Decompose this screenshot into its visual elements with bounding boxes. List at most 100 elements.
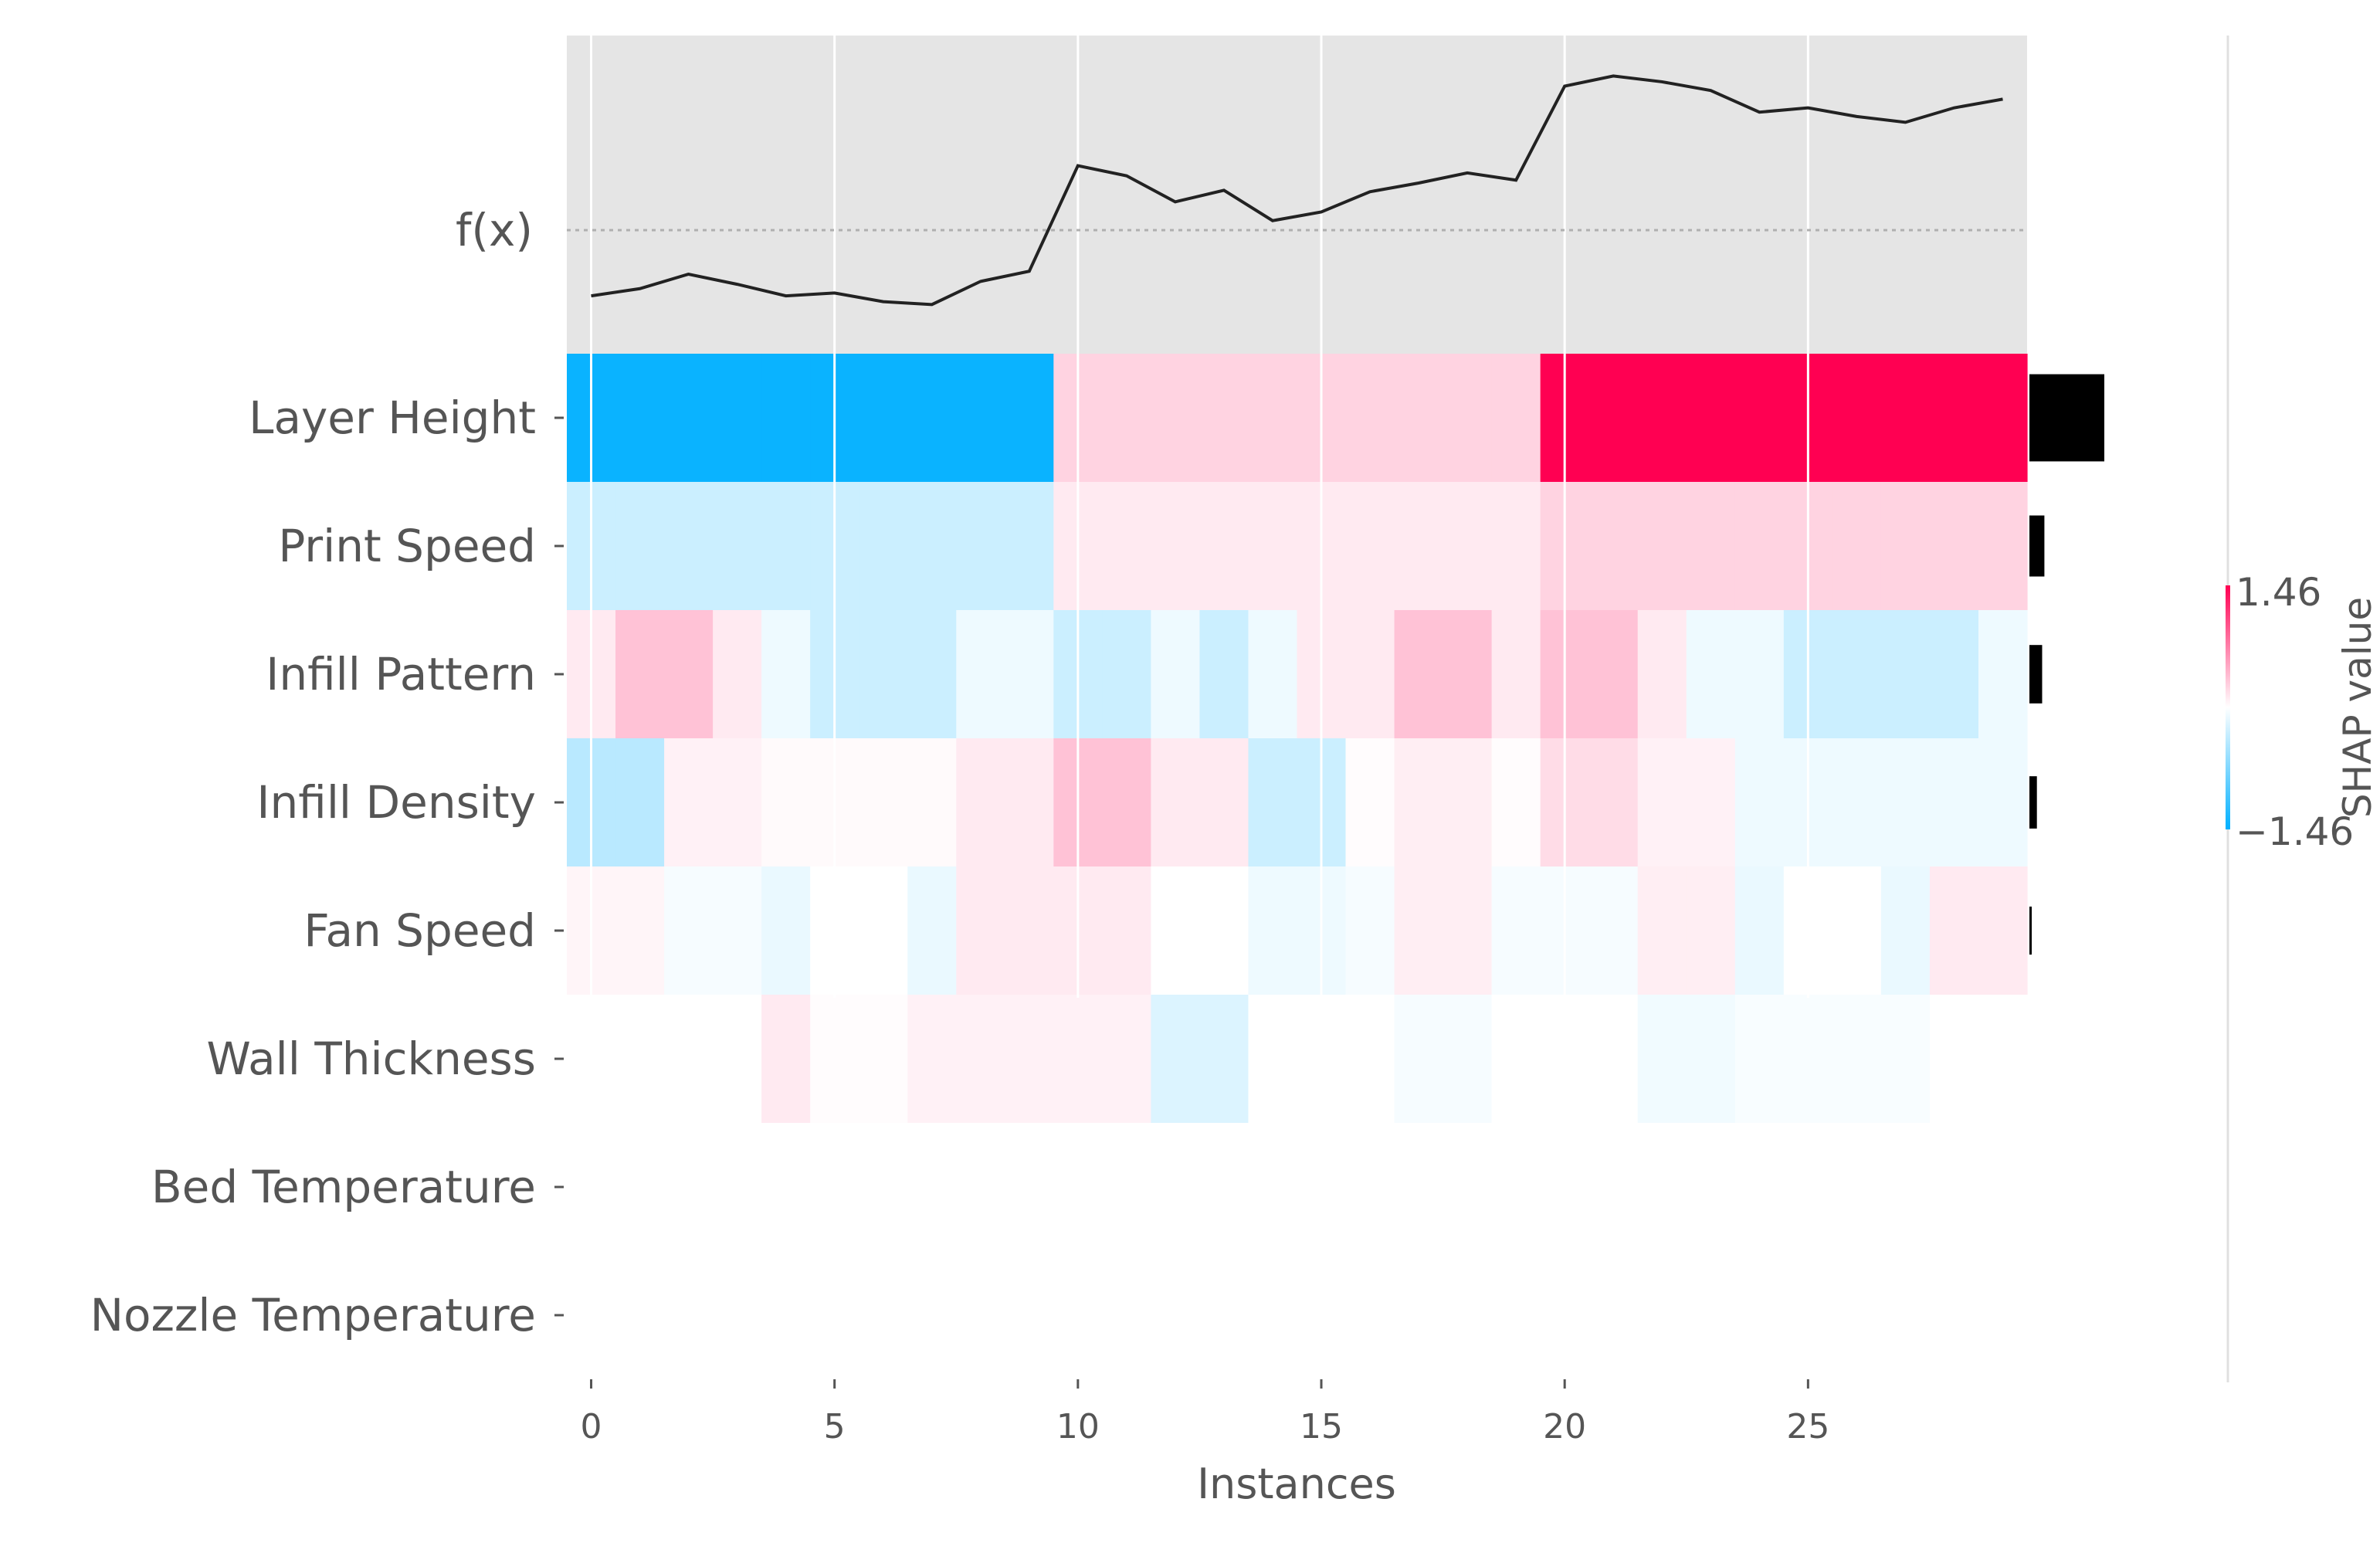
heatmap-cell [1102, 1251, 1151, 1379]
heatmap-cell [1151, 354, 1201, 482]
heatmap-cell [1734, 1123, 1785, 1251]
heatmap-cell [1102, 995, 1151, 1123]
heatmap-cell [1929, 1251, 1979, 1379]
heatmap-cell [1588, 866, 1639, 995]
heatmap-cell [713, 866, 762, 995]
x-tick-label: 20 [1543, 1407, 1586, 1446]
heatmap-cell [761, 354, 811, 482]
heatmap-cell [1199, 482, 1249, 610]
heatmap-cell [1102, 354, 1151, 482]
x-tick-label: 10 [1056, 1407, 1100, 1446]
heatmap-cell [615, 482, 665, 610]
heatmap-cell [1345, 738, 1395, 866]
heatmap-cell [1394, 354, 1444, 482]
heatmap-cell [1588, 995, 1639, 1123]
heatmap-cell [713, 354, 762, 482]
heatmap-cell [907, 482, 957, 610]
heatmap-cell [1880, 354, 1931, 482]
heatmap-cell [1102, 610, 1151, 738]
mean-abs-shap-bar [2029, 374, 2104, 462]
heatmap-cell [1880, 738, 1931, 866]
heatmap-cell [1588, 1251, 1639, 1379]
heatmap-cell [1199, 738, 1249, 866]
feature-label: Nozzle Temperature [90, 1289, 536, 1341]
heatmap-cell [1734, 738, 1785, 866]
heatmap-cell [1832, 354, 1882, 482]
heatmap-cell [1929, 995, 1979, 1123]
heatmap-cell [1734, 354, 1785, 482]
heatmap-cell [761, 1251, 811, 1379]
heatmap-cell [907, 1123, 957, 1251]
heatmap-cell [1637, 610, 1687, 738]
heatmap-cell [859, 738, 908, 866]
feature-label: Infill Density [256, 776, 536, 829]
colorbar [2226, 585, 2230, 829]
heatmap-cell [1248, 610, 1298, 738]
mean-abs-shap-bar [2029, 776, 2037, 829]
heatmap-cell [1053, 995, 1103, 1123]
heatmap-cell [907, 738, 957, 866]
heatmap-cell [1151, 995, 1201, 1123]
heatmap-cell [1005, 866, 1054, 995]
heatmap-cell [1443, 738, 1493, 866]
heatmap-cell [713, 1123, 762, 1251]
heatmap-cell [664, 610, 714, 738]
feature-labels: Layer Height Print Speed Infill Pattern Inf… [90, 392, 564, 1341]
heatmap-cell [713, 610, 762, 738]
heatmap-cell [1199, 1123, 1249, 1251]
heatmap-cell [713, 482, 762, 610]
heatmap-cell [713, 995, 762, 1123]
heatmap-cell [1394, 866, 1444, 995]
heatmap-cell [664, 482, 714, 610]
heatmap-cell [1686, 354, 1736, 482]
heatmap-cell [1248, 1251, 1298, 1379]
heatmap-cell [1345, 1123, 1395, 1251]
heatmap-cell [1053, 1251, 1103, 1379]
heatmap-cell [859, 354, 908, 482]
heatmap-cell [1637, 866, 1687, 995]
heatmap-cell [1978, 482, 2028, 610]
heatmap-cell [567, 1251, 616, 1379]
heatmap-cell [1832, 1251, 1882, 1379]
heatmap-cell [1686, 610, 1736, 738]
heatmap-cell [1443, 1123, 1493, 1251]
heatmap-cell [1978, 1251, 2028, 1379]
heatmap-cell [1929, 1123, 1979, 1251]
mean-abs-shap-bar [2029, 645, 2043, 704]
heatmap-cell [1540, 1123, 1590, 1251]
heatmap-cell [907, 866, 957, 995]
heatmap-cell [1832, 995, 1882, 1123]
heatmap-cell [1248, 866, 1298, 995]
heatmap-cell [1443, 866, 1493, 995]
heatmap-cell [1588, 610, 1639, 738]
heatmap-cell [1686, 866, 1736, 995]
mean-abs-shap-bars [2029, 374, 2104, 955]
heatmap-cell [1978, 866, 2028, 995]
heatmap-cell [664, 738, 714, 866]
feature-label: Layer Height [249, 392, 536, 444]
heatmap-cell [615, 354, 665, 482]
heatmap-cell [1832, 1123, 1882, 1251]
heatmap-cell [859, 866, 908, 995]
heatmap-cell [956, 738, 1005, 866]
heatmap-cell [1929, 354, 1979, 482]
heatmap-cell [664, 1251, 714, 1379]
heatmap-cell [1199, 866, 1249, 995]
heatmap-cell [1832, 482, 1882, 610]
x-tick-label: 25 [1786, 1407, 1829, 1446]
heatmap-cell [615, 610, 665, 738]
heatmap-cell [1394, 1123, 1444, 1251]
heatmap-cell [1005, 354, 1054, 482]
heatmap-cell [1734, 995, 1785, 1123]
heatmap-cell [1151, 482, 1201, 610]
heatmap-cell [1102, 866, 1151, 995]
heatmap-cell [1734, 1251, 1785, 1379]
heatmap-cell [1005, 995, 1054, 1123]
fx-line [591, 74, 2003, 307]
heatmap-cell [1443, 354, 1493, 482]
heatmap-cell [615, 866, 665, 995]
heatmap-cell [859, 995, 908, 1123]
colorbar-title: SHAP value [2335, 597, 2380, 818]
heatmap-cell [1005, 610, 1054, 738]
heatmap-cell [1345, 610, 1395, 738]
